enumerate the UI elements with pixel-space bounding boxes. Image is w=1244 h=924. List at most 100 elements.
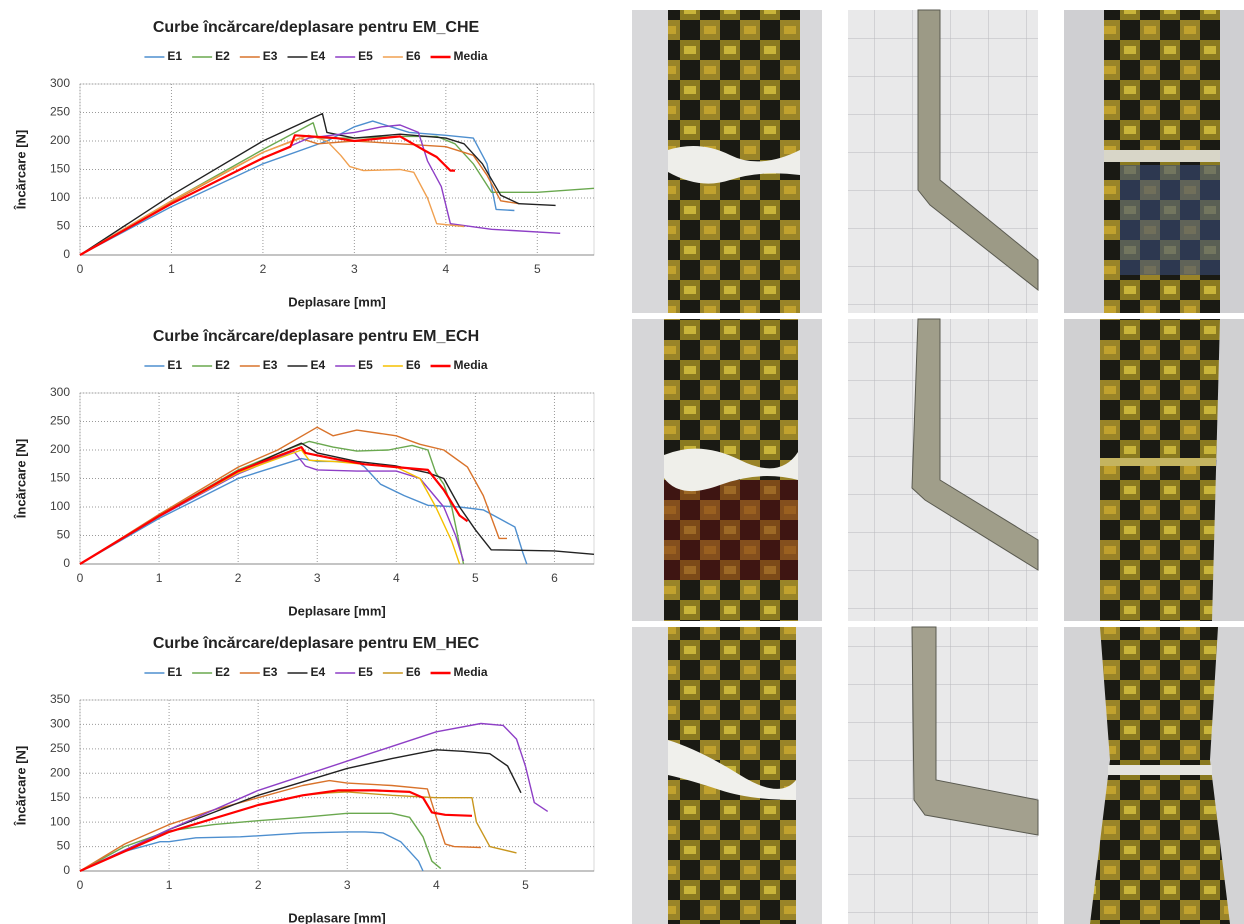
specimen [911,318,1039,571]
specimen [917,9,1039,292]
legend-label: E5 [358,49,373,63]
y-tick-label: 150 [50,790,70,804]
chart: Curbe încărcare/deplasare pentru EM_CHE 0… [13,19,595,309]
legend-label: E2 [215,665,230,679]
tint [664,480,798,580]
chart-title: Curbe încărcare/deplasare pentru EM_HEC [153,635,480,652]
x-tick-label: 0 [77,262,84,276]
legend-label: E6 [406,358,421,372]
line-series [79,449,461,565]
fracture [668,740,796,800]
legend-label: E1 [167,665,182,679]
legend-label: E6 [406,665,421,679]
line-series [79,134,465,256]
fracture [1104,150,1220,162]
x-tick-label: 3 [344,878,351,892]
line-series [79,440,465,565]
fracture [668,146,800,184]
photo [848,319,1038,621]
y-tick-label: 300 [50,717,70,731]
x-axis-title: Deplasare [mm] [288,910,386,924]
chart: Curbe încărcare/deplasare pentru EM_HEC 0… [13,635,595,924]
legend-label: Media [454,49,488,63]
legend: E1 E2 E3 E4 E5 E6 Media [144,358,488,372]
y-tick-label: 350 [50,692,70,706]
y-axis-title: Încărcare [N] [13,746,28,826]
y-tick-label: 250 [50,105,70,119]
plot-area [79,83,595,256]
y-tick-label: 300 [50,385,70,399]
y-tick-label: 150 [50,162,70,176]
y-tick-label: 100 [50,190,70,204]
y-tick-label: 100 [50,499,70,513]
line-series [79,134,455,256]
line-series [79,457,528,565]
chart-title: Curbe încărcare/deplasare pentru EM_CHE [153,19,480,36]
legend-label: E1 [167,358,182,372]
x-tick-label: 4 [393,571,400,585]
x-tick-label: 2 [235,571,242,585]
line-series [79,120,515,256]
fracture [664,448,798,492]
x-tick-label: 3 [351,262,358,276]
legend-label: E5 [358,358,373,372]
y-tick-label: 0 [63,863,70,877]
plot-area [79,392,595,565]
y-tick-label: 0 [63,556,70,570]
legend-label: E2 [215,49,230,63]
y-tick-label: 50 [57,528,71,542]
fracture [1100,458,1216,466]
legend-label: E5 [358,665,373,679]
legend-label: E6 [406,49,421,63]
x-tick-label: 4 [433,878,440,892]
y-tick-label: 50 [57,839,71,853]
legend-label: E1 [167,49,182,63]
legend-label: Media [454,665,488,679]
x-tick-label: 0 [77,878,84,892]
specimen [1100,319,1220,621]
line-series [79,749,522,872]
x-axis-title: Deplasare [mm] [288,294,386,309]
line-series [79,446,469,565]
legend-label: E3 [263,49,278,63]
legend: E1 E2 E3 E4 E5 E6 Media [144,665,488,679]
line-series [79,450,465,565]
specimen [911,626,1039,836]
legend-label: E3 [263,358,278,372]
y-tick-label: 200 [50,133,70,147]
x-axis-title: Deplasare [mm] [288,603,386,618]
legend-label: E3 [263,665,278,679]
y-tick-label: 100 [50,814,70,828]
tint [1120,165,1220,275]
x-tick-label: 2 [260,262,267,276]
chart-title: Curbe încărcare/deplasare pentru EM_ECH [153,328,479,345]
line-series [79,779,481,872]
photos [632,9,1244,924]
fracture [1108,765,1212,775]
y-tick-label: 0 [63,247,70,261]
legend-label: E4 [310,49,325,63]
x-tick-label: 4 [442,262,449,276]
line-series [79,137,520,256]
y-tick-label: 250 [50,414,70,428]
line-series [79,791,517,872]
y-tick-label: 300 [50,76,70,90]
x-tick-label: 5 [534,262,541,276]
line-series [79,789,473,873]
x-tick-label: 3 [314,571,321,585]
x-tick-label: 5 [472,571,479,585]
line-series [79,124,561,256]
x-tick-label: 1 [166,878,173,892]
x-tick-label: 1 [168,262,175,276]
line-series [79,426,507,565]
x-tick-label: 2 [255,878,262,892]
y-tick-label: 150 [50,471,70,485]
y-tick-label: 250 [50,741,70,755]
photo [848,627,1038,924]
chart: Curbe încărcare/deplasare pentru EM_ECH 0… [13,328,595,618]
x-tick-label: 0 [77,571,84,585]
x-tick-label: 6 [551,571,558,585]
line-series [79,722,549,872]
y-axis-title: Încărcare [N] [13,439,28,519]
